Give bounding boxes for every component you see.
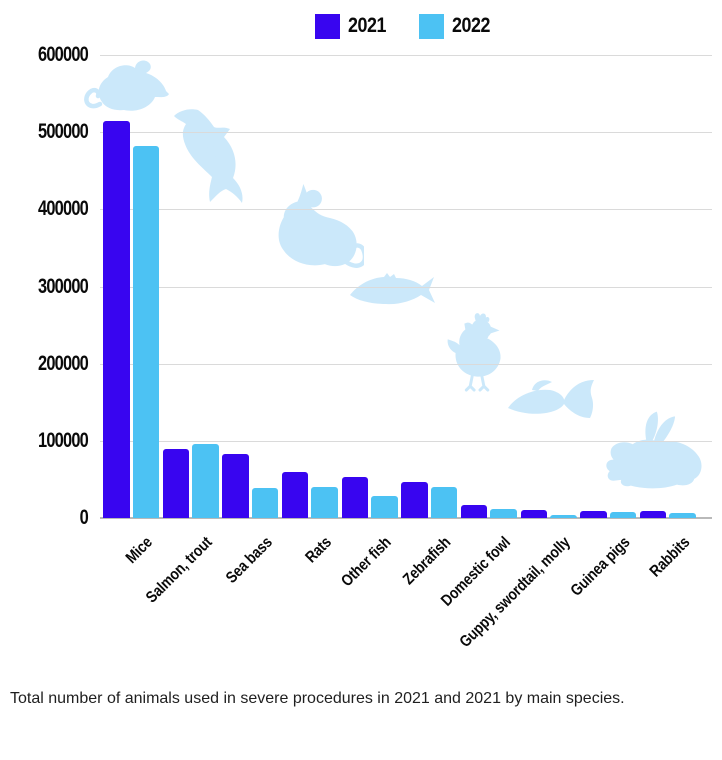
figure-caption: Total number of animals used in severe p… bbox=[10, 690, 625, 707]
gridline-200000 bbox=[100, 363, 712, 365]
y-axis-tick-label: 100000 bbox=[38, 428, 89, 452]
x-axis-category-label: Guppy, swordtail, molly bbox=[456, 534, 574, 652]
x-axis-category-label: Guinea pigs bbox=[567, 534, 634, 600]
y-axis-tick-label: 300000 bbox=[38, 274, 89, 298]
gridline-400000 bbox=[100, 209, 712, 211]
bar-2022-salmon-trout bbox=[192, 443, 219, 518]
gridline-600000 bbox=[100, 55, 712, 56]
x-axis-category-label: Zebrafish bbox=[400, 534, 455, 589]
chart-plot-area: 0 100000 200000 300000 400000 500000 600000 Mic… bbox=[38, 43, 712, 652]
gridline-500000 bbox=[100, 132, 712, 134]
sea-bass-silhouette-icon bbox=[350, 272, 436, 310]
bar-2022-mice bbox=[132, 146, 159, 518]
x-axis-category-label: Sea bass bbox=[222, 534, 276, 587]
x-axis-category-label: Other fish bbox=[338, 534, 395, 591]
gridline-100000 bbox=[100, 440, 712, 442]
bar-2022-domestic-fowl bbox=[490, 508, 517, 518]
legend-swatch-2022 bbox=[419, 13, 444, 39]
x-axis-category-label: Rabbits bbox=[646, 534, 693, 581]
x-axis-category-label: Rats bbox=[302, 534, 335, 567]
legend-label-2022: 2022 bbox=[452, 14, 491, 37]
x-axis-category-label: Mice bbox=[123, 534, 157, 567]
y-axis-tick-label: 600000 bbox=[38, 43, 89, 66]
x-axis-line bbox=[100, 517, 712, 519]
bar-2022-rats bbox=[311, 487, 338, 518]
bar-2021-mice bbox=[103, 120, 130, 518]
y-axis-tick-label: 500000 bbox=[38, 120, 89, 144]
legend-item-2021: 2021 bbox=[315, 13, 393, 39]
guppy-silhouette-icon bbox=[506, 376, 596, 422]
bar-2021-sea-bass bbox=[222, 453, 249, 518]
bar-2021-domestic-fowl bbox=[460, 504, 488, 518]
bar-2021-rabbits bbox=[639, 511, 667, 518]
rabbit-silhouette-icon bbox=[602, 408, 702, 494]
bar-2022-zebrafish bbox=[430, 487, 458, 518]
legend-swatch-2021 bbox=[315, 13, 341, 39]
bar-2022-guppy-swordtail-molly bbox=[550, 514, 577, 518]
bar-2022-rabbits bbox=[669, 512, 696, 518]
bar-2022-other-fish bbox=[371, 495, 398, 518]
y-axis-tick-label: 0 bbox=[79, 506, 89, 529]
rat-silhouette-icon bbox=[272, 182, 364, 272]
bar-2021-zebrafish bbox=[401, 481, 428, 518]
bar-2021-guppy-swordtail-molly bbox=[520, 509, 548, 518]
y-axis-tick-label: 400000 bbox=[38, 197, 89, 221]
legend-label-2021: 2021 bbox=[348, 14, 387, 37]
y-axis-tick-label: 200000 bbox=[38, 351, 89, 375]
bar-2021-other-fish bbox=[341, 477, 369, 518]
bar-2021-guinea-pigs bbox=[580, 510, 607, 518]
legend-item-2022: 2022 bbox=[419, 13, 497, 39]
chart-legend: 2021 2022 bbox=[100, 12, 712, 40]
bar-2021-rats bbox=[281, 471, 309, 518]
mouse-silhouette-icon bbox=[82, 56, 170, 116]
bar-2022-sea-bass bbox=[251, 487, 279, 518]
chicken-silhouette-icon bbox=[444, 310, 514, 392]
gridline-300000 bbox=[100, 286, 712, 288]
bar-2021-salmon-trout bbox=[162, 448, 190, 518]
bar-2022-guinea-pigs bbox=[609, 511, 637, 518]
salmon-silhouette-icon bbox=[172, 108, 254, 204]
